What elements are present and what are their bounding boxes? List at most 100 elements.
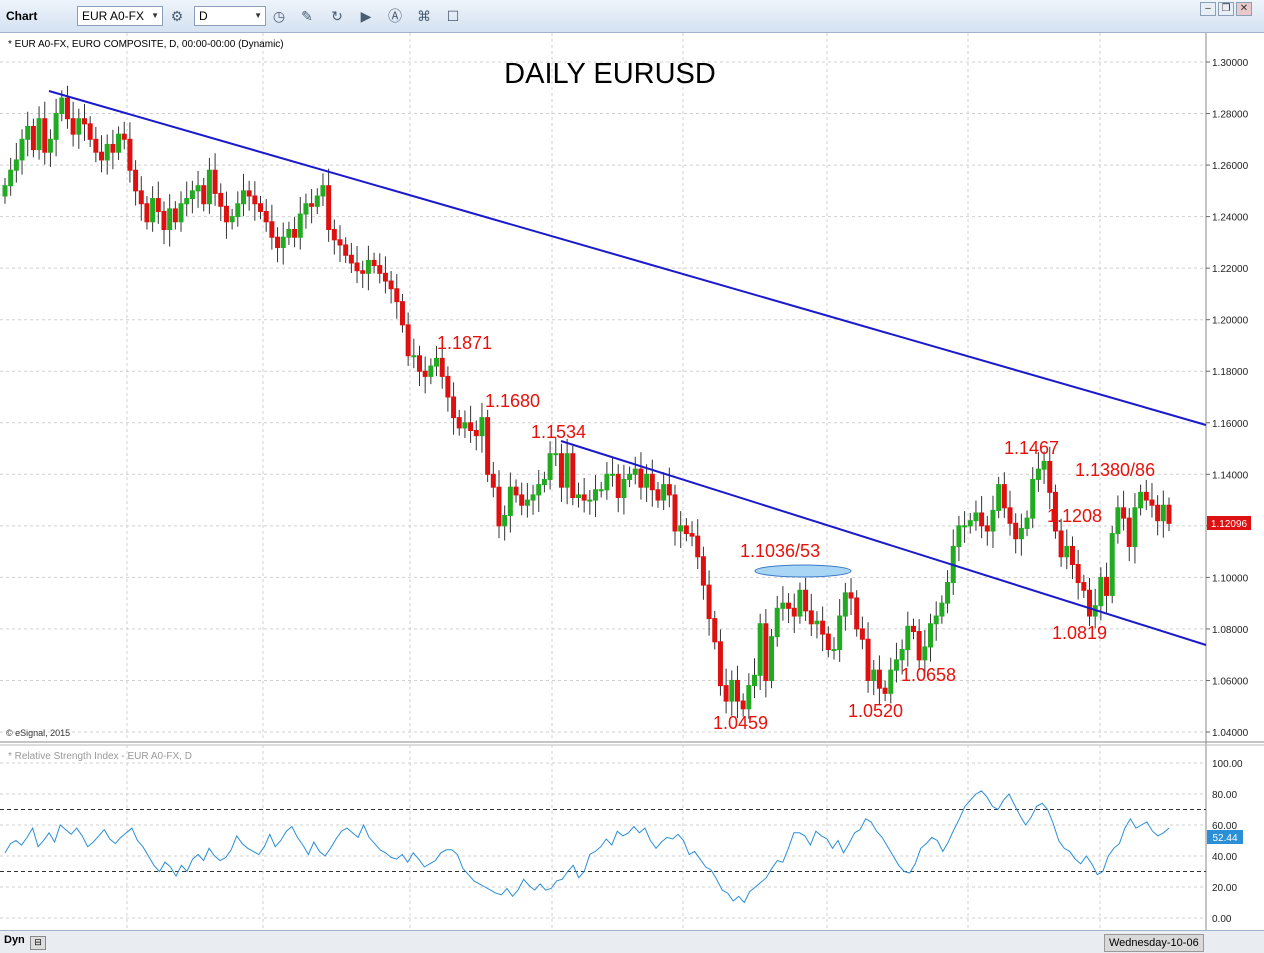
candle-body	[666, 484, 672, 496]
candle-body	[1138, 491, 1144, 509]
annotation-1.0520: 1.0520	[848, 701, 903, 721]
candle-body	[161, 210, 167, 230]
restore-icon[interactable]: ❐	[1218, 2, 1234, 16]
candle-body	[786, 602, 792, 609]
candle-body	[519, 494, 525, 506]
candle-body	[2, 185, 8, 197]
candle-body	[116, 133, 122, 153]
candle-body	[76, 118, 82, 135]
chevron-down-icon[interactable]: ▼	[254, 11, 262, 20]
candle-body	[1149, 499, 1155, 506]
close-icon[interactable]: ✕	[1236, 2, 1252, 16]
candle-body	[1058, 530, 1064, 558]
candle-body	[1143, 491, 1149, 501]
candle-body	[416, 355, 422, 372]
y-tick-label: 1.04000	[1212, 728, 1249, 739]
candle-body	[326, 185, 332, 230]
candle-body	[1155, 504, 1161, 522]
candle-body	[172, 208, 178, 223]
rsi-y-tick-label: 0.00	[1212, 914, 1232, 925]
candle-body	[292, 229, 298, 238]
dynamic-toggle[interactable]: Dyn	[4, 934, 25, 946]
candle-body	[848, 592, 854, 599]
a-icon[interactable]: Ⓐ	[388, 8, 402, 24]
candle-body	[275, 236, 281, 249]
y-tick-label: 1.10000	[1212, 573, 1249, 584]
annotation-1.1380-86: 1.1380/86	[1075, 460, 1155, 480]
candle-body	[814, 620, 820, 625]
trendline	[560, 440, 1207, 646]
y-tick-label: 1.24000	[1212, 213, 1249, 224]
minimize-icon[interactable]: –	[1200, 2, 1216, 16]
candle-body	[1047, 460, 1053, 493]
candle-body	[365, 259, 371, 274]
candle-body	[610, 473, 616, 476]
candle-body	[621, 478, 627, 499]
candle-body	[905, 625, 911, 651]
candle-body	[13, 159, 19, 171]
candle-body	[769, 636, 775, 681]
rsi-y-tick-label: 80.00	[1212, 790, 1237, 801]
candle-body	[337, 239, 343, 246]
clock-icon[interactable]: ◷	[272, 8, 286, 24]
candle-body	[729, 679, 735, 702]
play-icon[interactable]: ▶	[360, 8, 372, 24]
candle-body	[825, 633, 831, 651]
candle-body	[644, 473, 650, 488]
candle-body	[360, 270, 366, 274]
candle-body	[1160, 504, 1166, 522]
rsi-line	[4, 790, 1170, 904]
candle-body	[683, 525, 689, 535]
candle-body	[1166, 504, 1172, 524]
refresh-icon[interactable]: ↻	[331, 8, 343, 24]
candle-body	[8, 169, 14, 187]
comment-icon[interactable]: ☐	[446, 8, 460, 24]
candle-body	[258, 203, 264, 212]
candle-body	[547, 453, 553, 480]
candle-body	[36, 118, 42, 151]
candle-body	[246, 190, 252, 197]
candle-body	[797, 589, 803, 617]
candle-body	[110, 143, 116, 153]
annotation-1.1680: 1.1680	[485, 391, 540, 411]
y-tick-label: 1.18000	[1212, 367, 1249, 378]
candle-body	[93, 138, 99, 153]
candle-body	[893, 659, 899, 671]
tag-icon[interactable]: ⌘	[417, 8, 431, 24]
candle-body	[1041, 460, 1047, 470]
candle-body	[184, 198, 190, 205]
rsi-y-tick-label: 20.00	[1212, 883, 1237, 894]
rsi-y-tick-label: 100.00	[1212, 759, 1243, 770]
candle-body	[689, 533, 695, 537]
candle-body	[1098, 576, 1104, 607]
candle-body	[25, 125, 31, 140]
candle-body	[462, 422, 468, 429]
candle-body	[87, 123, 93, 140]
candle-body	[740, 700, 746, 710]
y-tick-label: 1.14000	[1212, 470, 1249, 481]
candle-body	[286, 229, 292, 238]
candle-body	[876, 669, 882, 689]
candle-body	[695, 535, 701, 558]
annotation-1.0459: 1.0459	[713, 713, 768, 733]
annotation-1.1871: 1.1871	[437, 333, 492, 353]
candle-body	[240, 190, 246, 205]
rsi-last-value: 52.44	[1212, 833, 1237, 844]
candle-body	[581, 494, 587, 501]
y-tick-label: 1.06000	[1212, 676, 1249, 687]
gear-icon[interactable]: ⚙	[170, 8, 184, 24]
candle-body	[99, 151, 105, 161]
candle-body	[587, 499, 593, 502]
candle-body	[223, 205, 229, 223]
candle-body	[229, 216, 235, 223]
chart-area[interactable]: 1.30000 1.28000 1.26000 1.24000 1.22000 1.200…	[0, 33, 1264, 930]
interval-select[interactable]: D ▼	[194, 6, 266, 26]
symbol-input[interactable]: EUR A0-FX ▼	[77, 6, 163, 26]
pencil-icon[interactable]: ✎	[301, 8, 313, 24]
candle-body	[104, 143, 110, 161]
status-bar: Dyn ⊟ Wednesday-10-06	[0, 930, 1264, 953]
y-tick-label: 1.22000	[1212, 264, 1249, 275]
chevron-down-icon[interactable]: ▼	[151, 11, 159, 20]
candle-body	[47, 138, 53, 153]
zoom-icon[interactable]: ⊟	[30, 936, 46, 950]
